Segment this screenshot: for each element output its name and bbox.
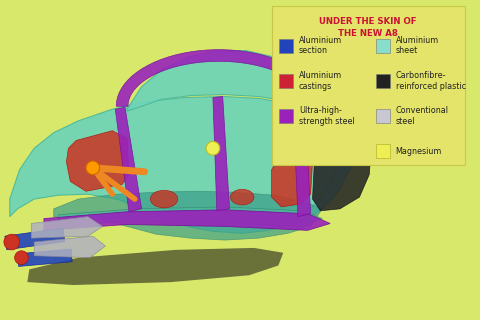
Polygon shape [127, 51, 322, 113]
Polygon shape [31, 217, 103, 238]
Circle shape [4, 234, 20, 250]
Text: Aluminium
section: Aluminium section [299, 36, 342, 55]
Polygon shape [272, 152, 312, 207]
Text: Ultra-high-
strength steel: Ultra-high- strength steel [299, 106, 355, 126]
Polygon shape [116, 50, 321, 106]
Text: Aluminium
castings: Aluminium castings [299, 71, 342, 91]
Polygon shape [312, 111, 373, 211]
Bar [18, 249, 72, 267]
Ellipse shape [230, 189, 254, 205]
Polygon shape [301, 87, 371, 222]
Circle shape [15, 251, 28, 265]
Ellipse shape [150, 190, 178, 208]
Text: UNDER THE SKIN OF
THE NEW A8: UNDER THE SKIN OF THE NEW A8 [320, 17, 417, 38]
Polygon shape [10, 97, 349, 233]
Bar [279, 109, 293, 123]
Bar [376, 39, 390, 52]
Circle shape [86, 161, 100, 175]
Circle shape [206, 141, 220, 155]
Polygon shape [115, 107, 142, 212]
Text: Magnesium: Magnesium [396, 147, 442, 156]
Polygon shape [213, 97, 229, 211]
FancyBboxPatch shape [272, 6, 465, 165]
Text: Carbonfibre-
reinforced plastic: Carbonfibre- reinforced plastic [396, 71, 466, 91]
Polygon shape [27, 248, 283, 285]
Polygon shape [44, 210, 330, 230]
Bar [376, 144, 390, 158]
Polygon shape [293, 100, 311, 217]
Bar [376, 74, 390, 88]
Polygon shape [59, 207, 322, 227]
Bar [376, 109, 390, 123]
Bar [5, 228, 65, 250]
Polygon shape [54, 191, 322, 240]
Text: Aluminium
sheet: Aluminium sheet [396, 36, 439, 55]
Bar [279, 74, 293, 88]
Text: Conventional
steel: Conventional steel [396, 106, 449, 126]
Polygon shape [66, 131, 129, 191]
Bar [279, 39, 293, 52]
Polygon shape [34, 236, 106, 258]
